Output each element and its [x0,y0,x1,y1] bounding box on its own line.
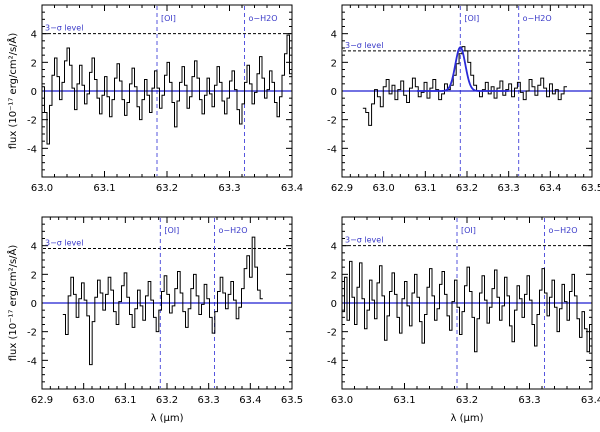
y-tick-label: 0 [331,87,337,98]
y-tick-label: -2 [27,116,37,127]
x-tick-label: 63.5 [281,395,303,406]
spectrum-line [362,46,567,126]
x-tick-label: 63.1 [414,183,436,194]
y-axis-title: flux (10⁻¹⁷ erg/cm²/s/Å) [6,33,19,150]
y-tick-label: 4 [331,30,337,41]
x-tick-label: 63.2 [156,395,178,406]
x-tick-label: 63.2 [456,183,478,194]
y-tick-label: 4 [31,30,37,41]
y-tick-label: 2 [31,270,37,281]
panel-top-right: 62.9 63.0 63.1 63.2 63.3 63.4 63.5 -4 -2 0 2 4 3−σ l… [327,4,600,194]
y-tick-label: -4 [27,144,37,155]
y-tick-label: 2 [331,270,337,281]
panel-top-left: 63.0 63.1 63.2 63.3 63.4 -4 -2 0 2 4 3−σ level [OI]… [6,4,303,194]
x-tick-label: 63.0 [373,183,395,194]
line-marker-label: o−H2O [249,14,278,23]
y-axis-title: flux (10⁻¹⁷ erg/cm²/s/Å) [6,245,19,362]
spectrum-line [62,236,263,366]
x-axis-title: λ (μm) [450,413,483,424]
sigma-level-label: 3−σ level [45,24,83,33]
sigma-level-label: 3−σ level [45,239,83,248]
y-tick-label: 4 [31,242,37,253]
x-tick-label: 63.3 [498,183,520,194]
y-tick-label: -4 [27,356,37,367]
x-tick-label: 63.3 [218,183,240,194]
gaussian-fit-curve [417,46,509,92]
x-tick-label: 63.0 [331,395,353,406]
line-marker-label: o−H2O [549,226,578,235]
panel-bottom-right: 63.0 63.1 63.2 63.3 63.4 -4 -2 0 2 4 3−σ level [OI]… [327,216,600,424]
sigma-level-label: 3−σ level [345,41,383,50]
spectrum-line [42,34,292,145]
y-tick-label: -2 [27,328,37,339]
x-tick-label: 63.2 [156,183,178,194]
line-marker-label: o−H2O [219,226,248,235]
x-tick-label: 63.5 [581,183,600,194]
x-tick-label: 63.2 [456,395,478,406]
y-tick-label: 0 [331,299,337,310]
panel-bottom-left: 62.9 63.0 63.1 63.2 63.3 63.4 63.5 -4 -2 0 2 4 3−σ l… [6,216,303,424]
line-marker-label: [OI] [164,226,179,235]
y-tick-label: -4 [327,356,337,367]
sigma-level-label: 3−σ level [345,236,383,245]
x-tick-label: 63.4 [239,395,261,406]
y-tick-label: -2 [327,328,337,339]
x-tick-label: 63.1 [93,183,115,194]
x-tick-label: 62.9 [331,183,353,194]
line-marker-label: [OI] [464,14,479,23]
x-tick-label: 63.3 [198,395,220,406]
y-tick-label: 0 [31,87,37,98]
y-tick-label: -4 [327,144,337,155]
x-tick-label: 63.4 [581,395,600,406]
line-marker-label: [OI] [161,14,176,23]
x-tick-label: 63.1 [393,395,415,406]
y-tick-label: 0 [31,299,37,310]
x-tick-label: 63.4 [281,183,303,194]
x-tick-label: 63.3 [518,395,540,406]
x-tick-label: 62.9 [31,395,53,406]
line-marker-label: o−H2O [523,14,552,23]
x-tick-label: 63.0 [31,183,53,194]
x-tick-label: 63.4 [539,183,561,194]
x-tick-label: 63.0 [73,395,95,406]
x-axis-title: λ (μm) [150,413,183,424]
spectrum-line [342,260,592,353]
line-marker-label: [OI] [461,226,476,235]
y-tick-label: 4 [331,242,337,253]
x-tick-label: 63.1 [114,395,136,406]
y-tick-label: 2 [331,58,337,69]
y-tick-label: 2 [31,58,37,69]
y-tick-label: -2 [327,116,337,127]
